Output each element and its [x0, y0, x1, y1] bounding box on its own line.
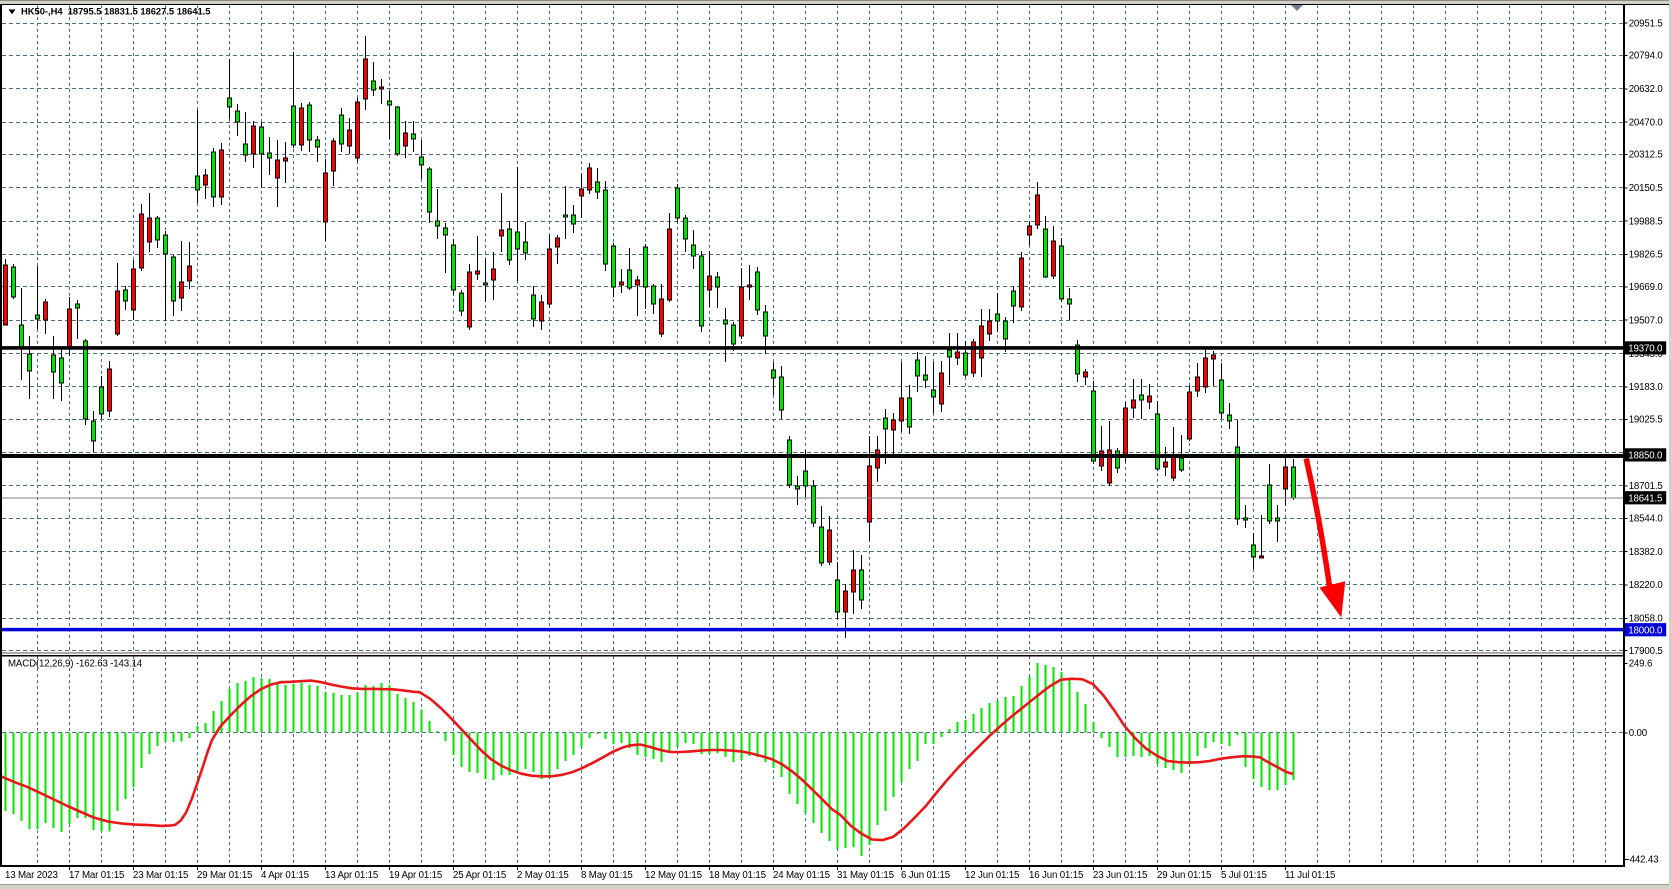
- svg-text:23 Mar 01:15: 23 Mar 01:15: [133, 870, 188, 881]
- svg-text:16 Jun 01:15: 16 Jun 01:15: [1029, 870, 1083, 881]
- svg-text:12 May 01:15: 12 May 01:15: [645, 870, 702, 881]
- svg-text:29 Jun 01:15: 29 Jun 01:15: [1157, 870, 1211, 881]
- svg-text:18058.0: 18058.0: [1629, 613, 1664, 624]
- svg-text:0.00: 0.00: [1629, 728, 1648, 739]
- svg-text:19025.5: 19025.5: [1629, 414, 1663, 425]
- svg-text:19826.5: 19826.5: [1629, 250, 1663, 261]
- svg-text:4 Apr 01:15: 4 Apr 01:15: [261, 870, 309, 881]
- svg-text:20951.5: 20951.5: [1629, 18, 1663, 29]
- svg-text:19183.0: 19183.0: [1629, 382, 1664, 393]
- svg-text:19 Apr 01:15: 19 Apr 01:15: [389, 870, 442, 881]
- svg-text:31 May 01:15: 31 May 01:15: [837, 870, 894, 881]
- svg-text:18850.0: 18850.0: [1628, 451, 1663, 462]
- svg-text:11 Jul 01:15: 11 Jul 01:15: [1285, 870, 1335, 881]
- svg-text:20632.0: 20632.0: [1629, 84, 1664, 95]
- svg-text:18220.0: 18220.0: [1629, 580, 1664, 591]
- svg-text:6 Jun 01:15: 6 Jun 01:15: [901, 870, 950, 881]
- svg-text:20312.5: 20312.5: [1629, 150, 1663, 161]
- svg-text:-442.43: -442.43: [1627, 855, 1659, 866]
- svg-text:17900.5: 17900.5: [1629, 646, 1663, 657]
- svg-text:17 Mar 01:15: 17 Mar 01:15: [69, 870, 124, 881]
- svg-text:25 Apr 01:15: 25 Apr 01:15: [453, 870, 506, 881]
- svg-text:18382.0: 18382.0: [1629, 547, 1664, 558]
- svg-text:8 May 01:15: 8 May 01:15: [581, 870, 633, 881]
- svg-text:19988.5: 19988.5: [1629, 216, 1663, 227]
- svg-text:20794.0: 20794.0: [1629, 51, 1664, 62]
- svg-text:2 May 01:15: 2 May 01:15: [517, 870, 569, 881]
- svg-text:20470.0: 20470.0: [1629, 117, 1664, 128]
- svg-text:12 Jun 01:15: 12 Jun 01:15: [965, 870, 1019, 881]
- svg-text:24 May 01:15: 24 May 01:15: [773, 870, 830, 881]
- svg-text:29 Mar 01:15: 29 Mar 01:15: [197, 870, 252, 881]
- svg-text:18544.0: 18544.0: [1629, 514, 1664, 525]
- svg-text:23 Jun 01:15: 23 Jun 01:15: [1093, 870, 1147, 881]
- svg-text:19507.0: 19507.0: [1629, 315, 1664, 326]
- svg-text:13 Mar 2023: 13 Mar 2023: [5, 870, 58, 881]
- svg-text:HK50-,H4 18795.5 18831.5 1862: HK50-,H4 18795.5 18831.5 18627.5 18641.5: [21, 6, 210, 17]
- svg-text:MACD(12,26,9) -162.63 -143.14: MACD(12,26,9) -162.63 -143.14: [8, 659, 143, 670]
- svg-text:18 May 01:15: 18 May 01:15: [709, 870, 766, 881]
- svg-text:249.6: 249.6: [1629, 659, 1653, 670]
- svg-text:20150.5: 20150.5: [1629, 183, 1663, 194]
- svg-text:5 Jul 01:15: 5 Jul 01:15: [1221, 870, 1267, 881]
- svg-text:19669.0: 19669.0: [1629, 282, 1664, 293]
- svg-text:13 Apr 01:15: 13 Apr 01:15: [325, 870, 378, 881]
- svg-text:18641.5: 18641.5: [1628, 493, 1662, 504]
- svg-text:19370.0: 19370.0: [1628, 344, 1663, 355]
- svg-text:18701.5: 18701.5: [1629, 481, 1663, 492]
- svg-text:18000.0: 18000.0: [1628, 625, 1663, 636]
